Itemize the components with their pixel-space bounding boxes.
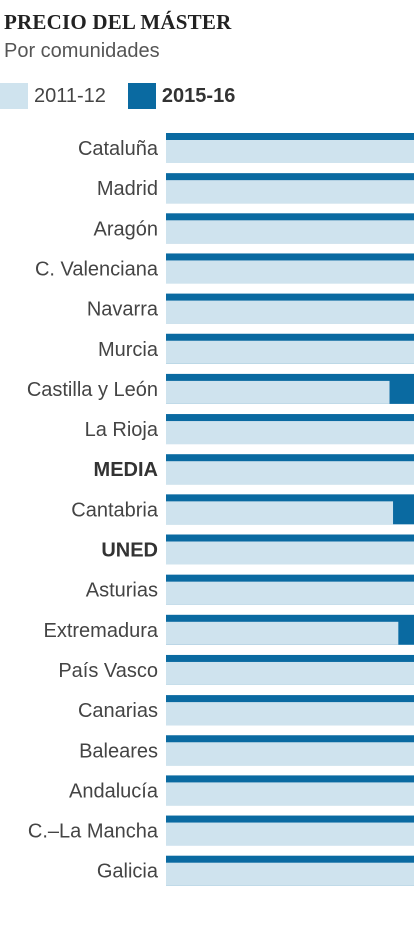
bar-2011-12-cataluna [166, 140, 414, 163]
bar-2011-12-uned [166, 541, 414, 565]
bar-2011-12-baleares [166, 742, 414, 766]
bar-2011-12-cantabria [166, 501, 394, 525]
category-label-la-rioja: La Rioja [85, 419, 159, 441]
bar-2011-12-murcia [166, 340, 414, 364]
chart-title: PRECIO DEL MÁSTER [4, 10, 232, 34]
category-label-c-valenciana: C. Valenciana [35, 258, 159, 280]
category-label-navarra: Navarra [87, 299, 159, 321]
bar-2011-12-andalucia [166, 782, 414, 806]
category-label-cataluna: Cataluña [78, 138, 159, 160]
bar-2011-12-media [166, 461, 414, 485]
bar-2011-12-pais-vasco [166, 661, 414, 685]
legend: 2011-12 2015-16 [0, 82, 257, 110]
category-label-pais-vasco: País Vasco [58, 660, 158, 682]
category-label-galicia: Galicia [97, 861, 159, 883]
legend-label-2015-16: 2015-16 [161, 84, 236, 107]
category-label-castilla-y-leon: Castilla y León [27, 379, 158, 401]
category-label-media: MEDIA [94, 459, 158, 481]
bar-2011-12-c-valenciana [166, 260, 414, 284]
bar-2011-12-galicia [166, 862, 414, 886]
bar-2011-12-la-rioja [166, 421, 414, 445]
category-label-extremadura: Extremadura [44, 620, 159, 642]
category-label-cantabria: Cantabria [71, 499, 159, 521]
bar-2011-12-canarias [166, 702, 414, 726]
category-label-baleares: Baleares [79, 740, 158, 762]
category-label-madrid: Madrid [97, 178, 158, 200]
bar-2011-12-aragon [166, 220, 414, 244]
category-label-c-la-mancha: C.–La Mancha [28, 821, 159, 843]
category-label-andalucia: Andalucía [69, 780, 159, 802]
bar-2011-12-asturias [166, 581, 414, 605]
bar-2011-12-castilla-y-leon [166, 380, 390, 404]
bar-2011-12-navarra [166, 300, 414, 324]
category-label-aragon: Aragón [94, 218, 159, 240]
bar-2011-12-madrid [166, 180, 414, 204]
bar-2011-12-extremadura [166, 621, 399, 645]
legend-swatch-2015-16 [127, 83, 156, 109]
category-label-canarias: Canarias [78, 700, 158, 722]
category-label-asturias: Asturias [86, 580, 158, 602]
chart-subtitle: Por comunidades [4, 40, 160, 62]
legend-swatch-2011-12 [0, 83, 28, 109]
category-label-uned: UNED [101, 540, 158, 562]
category-label-murcia: Murcia [98, 339, 159, 361]
bar-2011-12-c-la-mancha [166, 822, 414, 846]
legend-label-2011-12: 2011-12 [34, 84, 106, 107]
